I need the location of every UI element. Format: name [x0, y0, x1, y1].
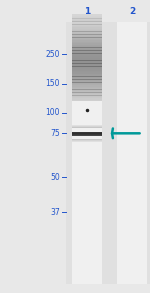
Bar: [72, 59, 102, 61]
Bar: [72, 139, 102, 140]
Bar: [72, 71, 102, 72]
Bar: [72, 100, 102, 101]
Bar: [72, 26, 102, 28]
Text: 250: 250: [45, 50, 60, 59]
Bar: [72, 43, 102, 45]
Bar: [72, 37, 102, 39]
Bar: [72, 39, 102, 40]
Bar: [72, 92, 102, 94]
Bar: [72, 23, 102, 25]
Bar: [72, 34, 102, 36]
Bar: [72, 63, 102, 65]
Bar: [72, 36, 102, 38]
Bar: [72, 27, 102, 29]
Bar: [72, 81, 102, 83]
Bar: [72, 45, 102, 46]
Text: 1: 1: [84, 7, 90, 16]
Text: 100: 100: [45, 108, 60, 117]
Bar: [72, 89, 102, 91]
Bar: [72, 56, 102, 58]
Bar: [72, 136, 102, 137]
Bar: [117, 22, 147, 284]
Bar: [72, 127, 102, 128]
Bar: [72, 126, 102, 127]
Bar: [72, 14, 102, 16]
Bar: [72, 84, 102, 86]
Text: 50: 50: [50, 173, 60, 182]
Bar: [72, 31, 102, 33]
Bar: [72, 91, 102, 93]
Bar: [72, 66, 102, 68]
Bar: [72, 16, 102, 17]
Bar: [72, 30, 102, 32]
Bar: [72, 94, 102, 96]
Bar: [72, 125, 102, 126]
Bar: [72, 60, 102, 62]
Bar: [72, 78, 102, 80]
Bar: [72, 72, 102, 74]
Bar: [72, 42, 102, 43]
Bar: [72, 52, 102, 54]
Bar: [72, 75, 102, 77]
Bar: [72, 88, 102, 90]
Bar: [72, 82, 102, 84]
Bar: [72, 95, 102, 97]
Bar: [72, 46, 102, 48]
Bar: [72, 141, 102, 142]
Bar: [72, 62, 102, 64]
Bar: [72, 68, 102, 69]
Text: 37: 37: [50, 208, 60, 217]
Bar: [72, 22, 102, 284]
Bar: [72, 87, 102, 88]
Bar: [72, 134, 102, 135]
Bar: [72, 21, 102, 23]
Bar: [72, 20, 102, 22]
Bar: [72, 40, 102, 42]
Bar: [72, 47, 102, 49]
Bar: [72, 55, 102, 57]
Bar: [72, 65, 102, 67]
Bar: [72, 53, 102, 55]
Bar: [72, 140, 102, 141]
Bar: [72, 129, 102, 130]
Bar: [72, 17, 102, 19]
Bar: [72, 74, 102, 75]
Bar: [72, 79, 102, 81]
Bar: [72, 76, 102, 78]
Bar: [72, 57, 102, 59]
Bar: [72, 33, 102, 35]
Bar: [72, 85, 102, 87]
Bar: [72, 97, 102, 98]
Bar: [66, 22, 150, 284]
Text: 2: 2: [129, 7, 135, 16]
Bar: [72, 69, 102, 71]
Bar: [72, 98, 102, 100]
Bar: [72, 50, 102, 52]
Bar: [72, 18, 102, 20]
Bar: [72, 24, 102, 26]
Text: 150: 150: [45, 79, 60, 88]
Bar: [72, 132, 102, 133]
Text: 75: 75: [50, 129, 60, 138]
Bar: [72, 133, 102, 134]
Bar: [72, 49, 102, 51]
Bar: [72, 28, 102, 30]
